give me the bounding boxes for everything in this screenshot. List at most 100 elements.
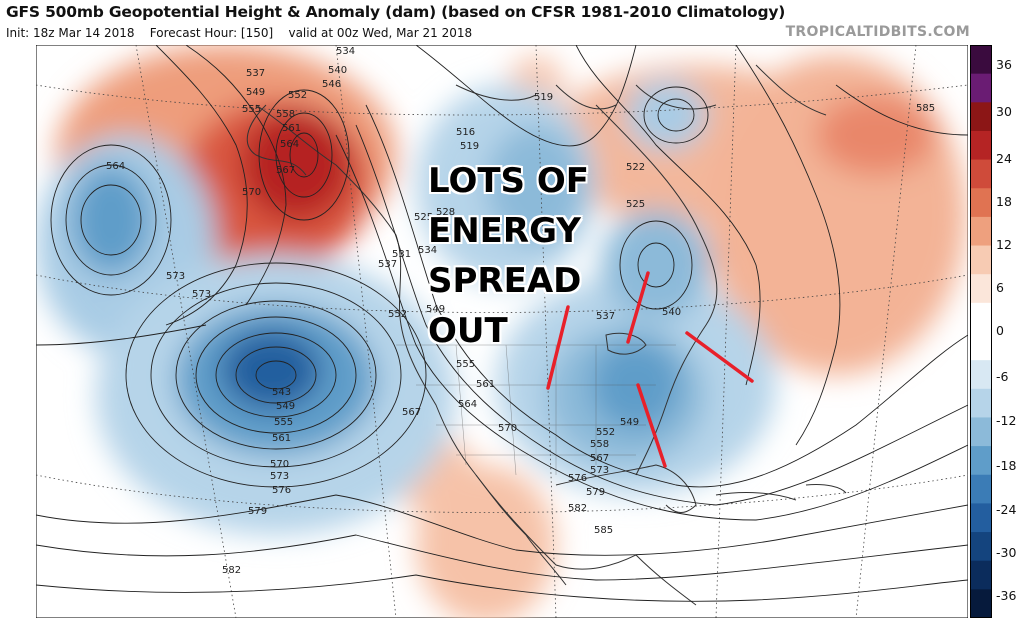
contour-label: 564 — [458, 399, 477, 410]
contour-label: 516 — [456, 127, 475, 138]
colorbar-segment — [970, 130, 992, 161]
contour-label: 567 — [402, 407, 421, 418]
map-subtitle: Init: 18z Mar 14 2018 Forecast Hour: [15… — [6, 26, 472, 40]
contour-label: 561 — [282, 123, 301, 134]
contour-label: 540 — [328, 65, 347, 76]
contour-label: 537 — [596, 311, 615, 322]
contour-label: 555 — [274, 417, 293, 428]
colorbar-segment — [970, 474, 992, 504]
contour-label: 549 — [620, 417, 639, 428]
valid-time: valid at 00z Wed, Mar 21 2018 — [288, 26, 473, 40]
contour-label: 576 — [568, 473, 587, 484]
contour-label: 525 — [626, 199, 645, 210]
contour-label: 564 — [280, 139, 299, 150]
contour-label: 573 — [270, 471, 289, 482]
annotation-line: SPREAD — [428, 261, 582, 301]
colorbar-segment — [970, 188, 992, 218]
colorbar-segment — [970, 503, 992, 533]
contour-label: 573 — [166, 271, 185, 282]
anomaly-colorbar — [970, 45, 992, 618]
contour-label: 582 — [568, 503, 587, 514]
contour-label: 528 — [436, 207, 455, 218]
contour-label: 519 — [534, 92, 553, 103]
red-line — [636, 383, 667, 468]
contour-label: 567 — [590, 453, 609, 464]
contour-label: 540 — [662, 307, 681, 318]
contour-label: 549 — [276, 401, 295, 412]
contour-label: 576 — [272, 485, 291, 496]
contour-label: 567 — [276, 165, 295, 176]
contour-label: 558 — [276, 109, 295, 120]
colorbar-tick: 36 — [996, 57, 1012, 72]
north-america-west-coast — [255, 104, 567, 586]
contour-label: 585 — [594, 525, 613, 536]
contour-label: 579 — [586, 487, 605, 498]
contour-label: 552 — [388, 309, 407, 320]
contour-label: 546 — [322, 79, 341, 90]
cuba-outline — [715, 492, 797, 501]
colorbar-segment — [970, 589, 992, 618]
colorbar-tick: -30 — [996, 545, 1017, 560]
contour-labels: 534 537 540 546 549 552 555 558 561 564 … — [106, 46, 935, 576]
contour-label: 537 — [246, 68, 265, 79]
contour-label: 537 — [378, 259, 397, 270]
colorbar-segment — [970, 245, 992, 275]
contour-label: 531 — [392, 249, 411, 260]
colorbar-segment — [970, 73, 992, 103]
north-america-east-coast — [595, 104, 718, 476]
red-line — [685, 331, 754, 383]
contour-label: 570 — [498, 423, 517, 434]
contour-label: 573 — [590, 465, 609, 476]
contour-label: 534 — [336, 46, 355, 57]
contour-label: 543 — [272, 387, 291, 398]
contour-label: 585 — [916, 103, 935, 114]
annotation-line: ENERGY — [428, 211, 581, 251]
colorbar-tick: 24 — [996, 151, 1012, 166]
contour-label: 582 — [222, 565, 241, 576]
energy-annotation: LOTS OF ENERGY SPREAD OUT — [428, 156, 628, 356]
colorbar-tick: 0 — [996, 323, 1004, 338]
contour-label: 552 — [596, 427, 615, 438]
map-title: GFS 500mb Geopotential Height & Anomaly … — [6, 3, 786, 21]
colorbar-segment — [970, 331, 992, 361]
greenland — [755, 64, 827, 116]
colorbar-tick: -36 — [996, 588, 1017, 603]
colorbar-tick: -12 — [996, 413, 1017, 428]
contour-label: 549 — [426, 304, 445, 315]
colorbar-tick: -18 — [996, 458, 1017, 473]
site-watermark: TROPICALTIDBITS.COM — [785, 24, 970, 40]
contour-label: 549 — [246, 87, 265, 98]
contour-label: 579 — [248, 506, 267, 517]
forecast-hour: Forecast Hour: [150] — [149, 26, 274, 40]
contour-label: 522 — [626, 162, 645, 173]
contour-label: 564 — [106, 161, 125, 172]
gulf-coast — [555, 464, 697, 513]
land-outlines — [246, 64, 847, 606]
contour-label: 570 — [242, 187, 261, 198]
colorbar-tick: -6 — [996, 369, 1009, 384]
colorbar-segment — [970, 560, 992, 590]
contour-label: 570 — [270, 459, 289, 470]
contour-label: 552 — [288, 90, 307, 101]
contour-label: 573 — [192, 289, 211, 300]
colorbar-segment — [970, 532, 992, 562]
colorbar-tick: 6 — [996, 280, 1004, 295]
colorbar-segment — [970, 102, 992, 132]
contour-label: 555 — [242, 104, 261, 115]
colorbar-segment — [970, 216, 992, 247]
contour-label: 534 — [418, 245, 437, 256]
colorbar-segment — [970, 274, 992, 304]
colorbar-segment — [970, 360, 992, 390]
red-line — [626, 271, 650, 344]
contour-label: 561 — [476, 379, 495, 390]
hispaniola-outline — [805, 484, 847, 494]
colorbar-tick: -24 — [996, 502, 1017, 517]
colorbar-border — [970, 45, 992, 618]
colorbar-segment — [970, 159, 992, 189]
colorbar-segment — [970, 45, 992, 75]
colorbar-segment — [970, 446, 992, 476]
mexico-outline — [475, 474, 697, 606]
alaska-coast — [246, 104, 307, 176]
init-time: Init: 18z Mar 14 2018 — [6, 26, 135, 40]
contour-label: 555 — [456, 359, 475, 370]
